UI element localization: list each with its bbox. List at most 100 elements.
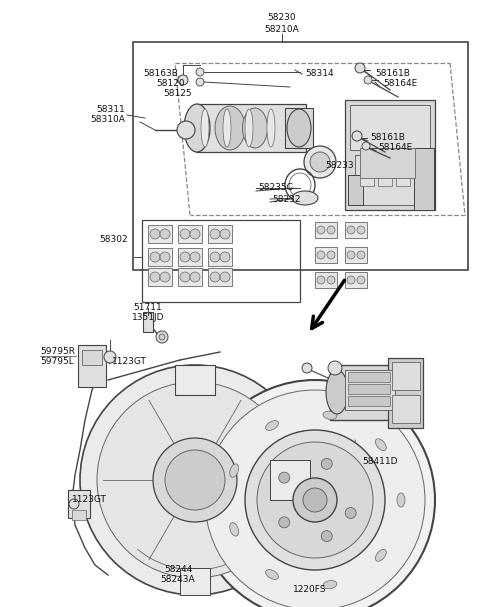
Bar: [178, 225, 202, 243]
Text: 58310A: 58310A: [90, 115, 125, 124]
Text: 58164E: 58164E: [378, 143, 412, 152]
Circle shape: [150, 252, 160, 262]
Ellipse shape: [230, 464, 239, 477]
Bar: [208, 225, 232, 243]
Bar: [345, 222, 367, 238]
Circle shape: [190, 272, 200, 282]
Text: 51711: 51711: [133, 302, 162, 311]
Bar: [178, 268, 202, 286]
Bar: [180, 568, 210, 595]
Circle shape: [327, 226, 335, 234]
Circle shape: [257, 442, 373, 558]
Circle shape: [317, 276, 325, 284]
Bar: [78, 345, 106, 387]
Circle shape: [317, 251, 325, 259]
Ellipse shape: [245, 109, 253, 147]
Circle shape: [159, 334, 165, 340]
Circle shape: [160, 229, 170, 239]
Text: 58232: 58232: [272, 195, 300, 205]
Bar: [345, 247, 367, 263]
Bar: [270, 460, 310, 500]
Ellipse shape: [242, 108, 267, 148]
Ellipse shape: [287, 109, 311, 147]
Ellipse shape: [326, 370, 348, 414]
Bar: [360, 178, 374, 186]
Circle shape: [321, 531, 332, 541]
Circle shape: [165, 450, 225, 510]
Text: 59795R: 59795R: [40, 347, 75, 356]
Bar: [414, 148, 434, 210]
Bar: [143, 312, 153, 332]
Circle shape: [104, 351, 116, 363]
Circle shape: [210, 229, 220, 239]
Circle shape: [321, 458, 332, 469]
Bar: [388, 358, 423, 428]
Bar: [208, 248, 232, 266]
Circle shape: [347, 251, 355, 259]
Text: 58161B: 58161B: [375, 69, 410, 78]
Ellipse shape: [223, 109, 231, 147]
Circle shape: [317, 226, 325, 234]
Circle shape: [196, 78, 204, 86]
Circle shape: [279, 517, 290, 528]
Text: 58163B: 58163B: [143, 69, 178, 78]
Circle shape: [302, 363, 312, 373]
Bar: [348, 372, 390, 382]
Text: 58210A: 58210A: [264, 24, 300, 33]
Bar: [360, 148, 415, 178]
Bar: [348, 384, 390, 394]
Ellipse shape: [375, 549, 386, 561]
Circle shape: [153, 438, 237, 522]
Bar: [396, 178, 410, 186]
Circle shape: [69, 499, 79, 509]
Circle shape: [177, 121, 195, 139]
Bar: [68, 490, 90, 518]
Text: 58125: 58125: [163, 89, 192, 98]
Text: 1220FS: 1220FS: [293, 586, 327, 594]
Circle shape: [220, 229, 230, 239]
Circle shape: [310, 152, 330, 172]
Bar: [345, 272, 367, 288]
Ellipse shape: [265, 421, 278, 430]
Ellipse shape: [230, 523, 239, 536]
Text: 58244: 58244: [164, 566, 192, 574]
Ellipse shape: [323, 580, 337, 589]
Circle shape: [357, 251, 365, 259]
Bar: [348, 175, 363, 205]
Ellipse shape: [397, 493, 405, 507]
Circle shape: [303, 488, 327, 512]
Text: 58243A: 58243A: [161, 575, 195, 585]
Bar: [148, 248, 172, 266]
Circle shape: [220, 252, 230, 262]
Circle shape: [347, 226, 355, 234]
Circle shape: [364, 76, 372, 84]
Circle shape: [362, 142, 370, 150]
Circle shape: [357, 226, 365, 234]
Circle shape: [180, 252, 190, 262]
Circle shape: [160, 272, 170, 282]
Circle shape: [156, 331, 168, 343]
Ellipse shape: [215, 106, 245, 150]
Circle shape: [196, 68, 204, 76]
Bar: [133, 42, 468, 270]
Circle shape: [190, 229, 200, 239]
Bar: [178, 248, 202, 266]
Text: 58233: 58233: [325, 160, 354, 169]
Ellipse shape: [323, 411, 337, 419]
Bar: [148, 225, 172, 243]
Ellipse shape: [292, 191, 318, 205]
Text: 58235C: 58235C: [258, 183, 293, 192]
Text: 59795L: 59795L: [40, 358, 74, 367]
Circle shape: [345, 507, 356, 518]
Circle shape: [304, 146, 336, 178]
Ellipse shape: [201, 109, 209, 147]
Circle shape: [80, 365, 310, 595]
Circle shape: [195, 380, 435, 607]
Bar: [392, 395, 420, 423]
Bar: [315, 272, 337, 288]
Text: 58161B: 58161B: [370, 134, 405, 143]
Bar: [345, 370, 395, 410]
Bar: [148, 268, 172, 286]
Text: 58230: 58230: [268, 13, 296, 22]
Bar: [175, 365, 215, 395]
